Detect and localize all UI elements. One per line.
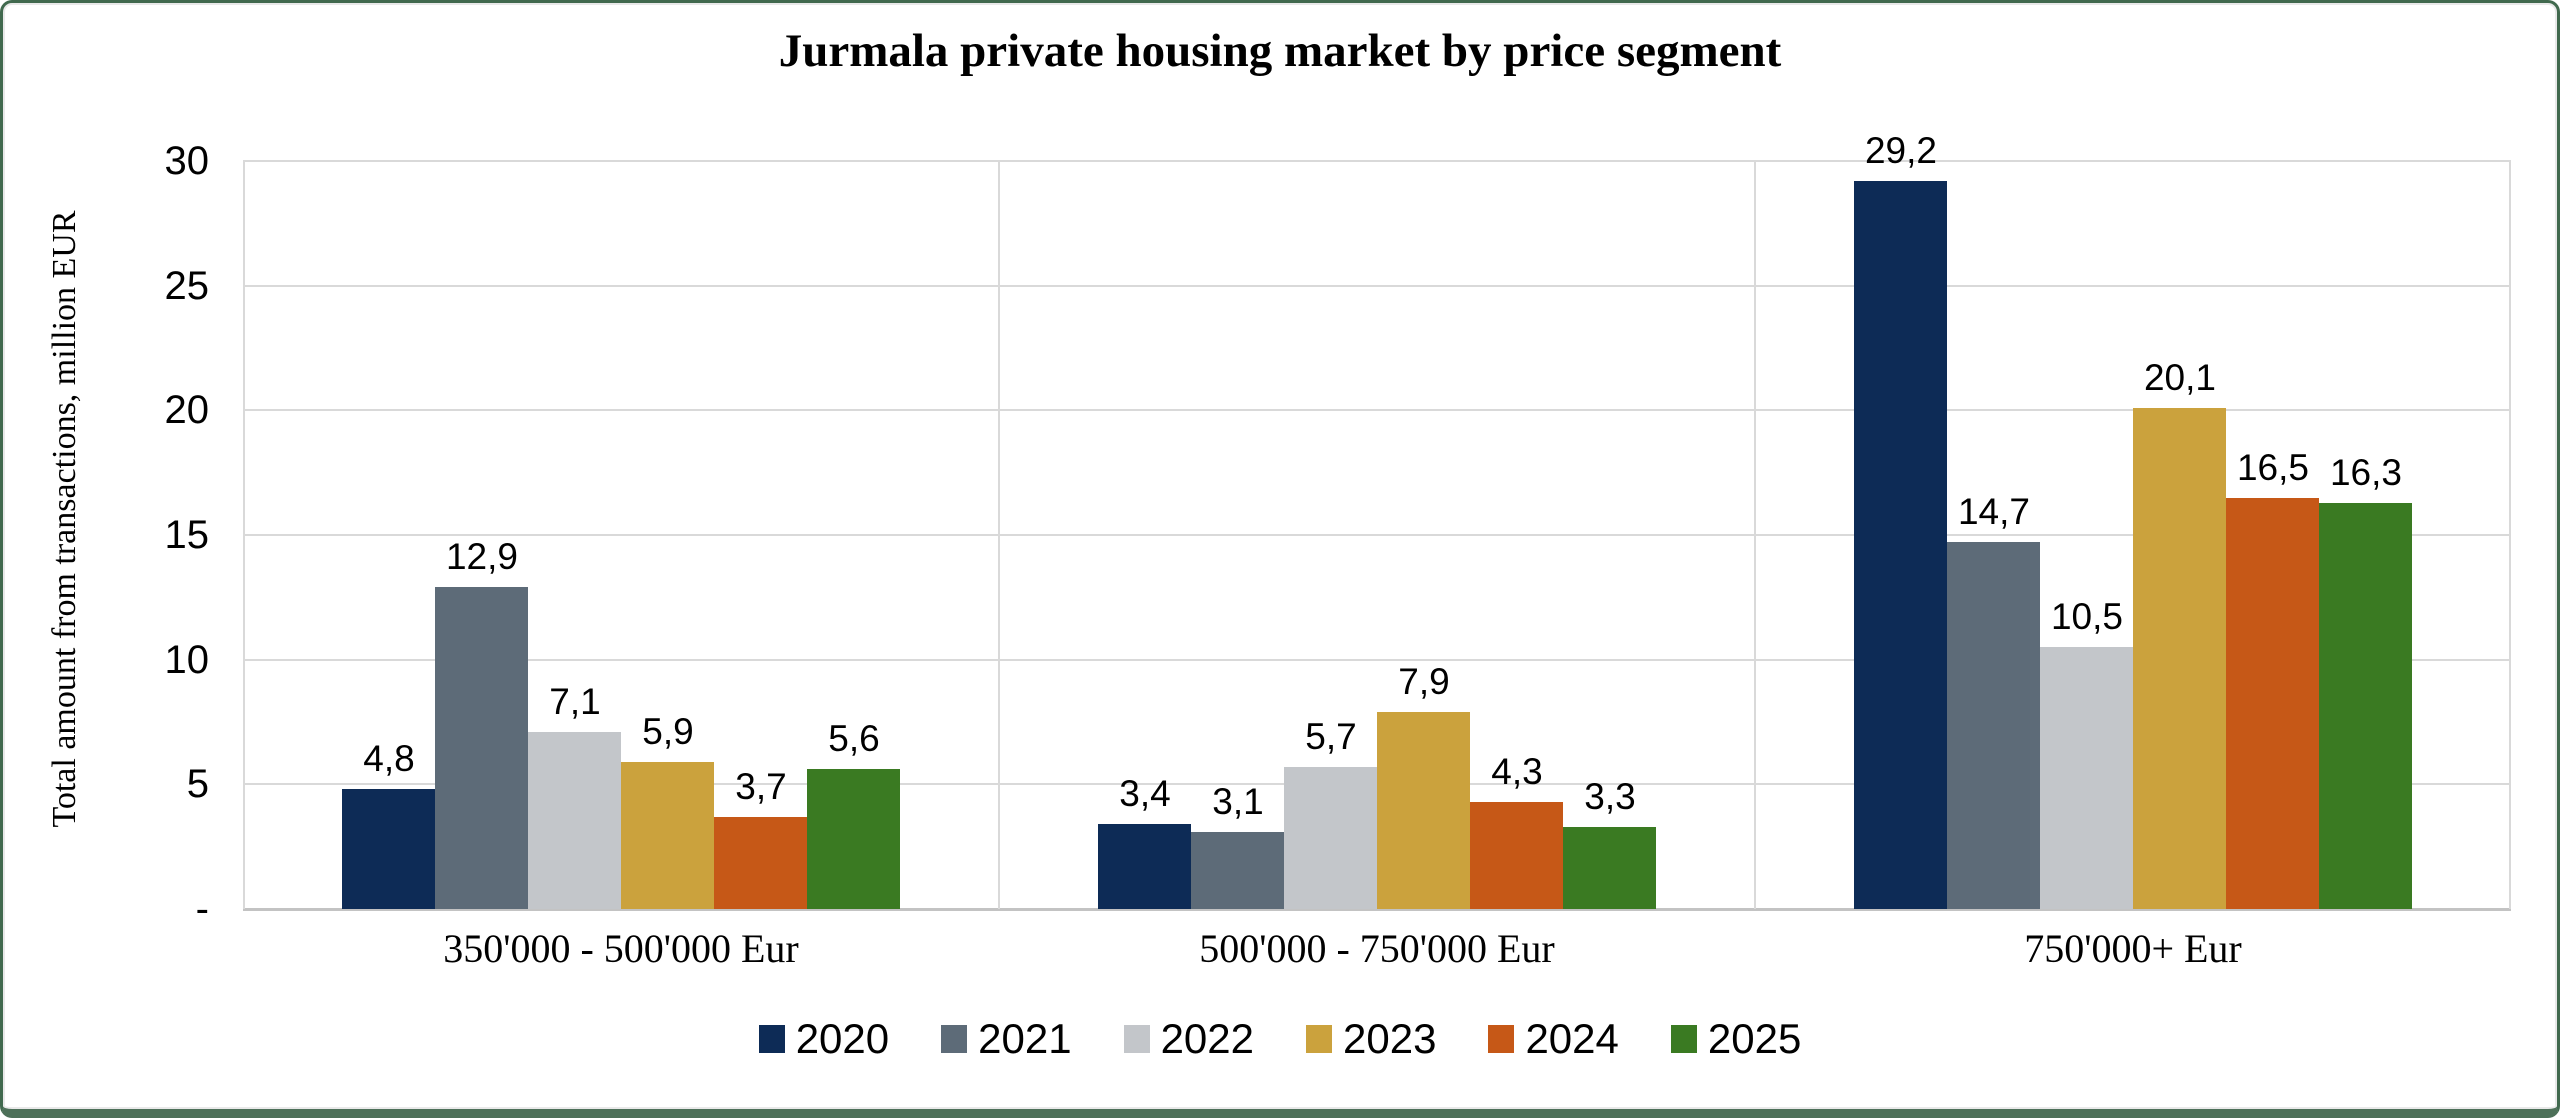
x-axis-line (243, 908, 2511, 911)
bar-2023 (1377, 712, 1470, 909)
panel-separator (1754, 161, 1756, 909)
plot-area: 4,8 3,4 29,2 12,9 3,1 14,7 7,1 5,7 10,5 5,9 7,9 20,… (243, 130, 2511, 911)
bar-2025 (1563, 827, 1656, 909)
bar-value-label: 14,7 (1957, 491, 2030, 532)
bar-2022 (2040, 647, 2133, 909)
x-category-label: 350'000 - 500'000 Eur (443, 926, 799, 971)
bar-value-label: 16,3 (2329, 452, 2402, 493)
y-tick-label: - (195, 887, 209, 931)
legend-swatch-icon (1488, 1025, 1515, 1053)
legend-item-2022: 2022 (1123, 1015, 1254, 1063)
bar-2024 (714, 817, 807, 909)
bar-value-label: 12,9 (445, 536, 518, 577)
bar-2023 (2133, 408, 2226, 909)
bar-2025 (2319, 503, 2412, 909)
bar-2020 (1854, 181, 1947, 909)
legend-swatch-icon (758, 1025, 785, 1053)
bar-value-label: 5,7 (1305, 716, 1357, 757)
bar-value-label: 3,7 (735, 766, 787, 807)
y-axis-title: Total amount from transactions, million … (46, 210, 83, 828)
legend-item-label: 2021 (978, 1015, 1072, 1062)
bar-2022 (1284, 767, 1377, 909)
bar-value-label: 4,8 (363, 738, 415, 779)
bar-value-label: 3,3 (1584, 776, 1636, 817)
bar-value-label: 16,5 (2236, 447, 2309, 488)
y-tick-label: 25 (164, 264, 210, 308)
y-tick-label: 5 (186, 762, 209, 806)
gridline (243, 160, 2511, 162)
legend-item-2020: 2020 (758, 1015, 890, 1063)
bar-2022 (528, 732, 621, 909)
legend-item-2021: 2021 (941, 1015, 1072, 1063)
x-category-label: 750'000+ Eur (2024, 926, 2242, 971)
bar-2023 (621, 762, 714, 909)
legend-item-label: 2020 (795, 1015, 890, 1062)
bar-2024 (1470, 802, 1563, 909)
plot-border-left (243, 161, 245, 909)
legend-item-label: 2022 (1160, 1015, 1254, 1062)
panel-separator (998, 161, 1000, 909)
legend-item-2024: 2024 (1488, 1015, 1619, 1063)
x-category-label: 500'000 - 750'000 Eur (1199, 926, 1555, 971)
bar-value-label: 5,6 (828, 718, 880, 759)
bar-value-label: 3,4 (1119, 773, 1171, 814)
bar-2024 (2226, 498, 2319, 909)
legend-item-label: 2024 (1525, 1015, 1619, 1062)
legend-swatch-icon (1306, 1025, 1332, 1053)
legend-swatch-icon (941, 1025, 968, 1053)
y-tick-label: 15 (164, 513, 210, 557)
gridline (243, 534, 2511, 536)
bar-2020 (342, 789, 435, 909)
bar-value-label: 7,9 (1398, 661, 1450, 702)
bar-2025 (807, 769, 900, 909)
bar-2021 (1947, 542, 2040, 909)
legend-swatch-icon (1123, 1025, 1150, 1053)
bar-value-label: 7,1 (549, 681, 601, 722)
bar-2020 (1098, 824, 1191, 909)
gridline (243, 409, 2511, 411)
bar-2021 (435, 587, 528, 909)
y-tick-label: 30 (164, 139, 210, 183)
bar-value-label: 29,2 (1864, 130, 1937, 171)
legend-item-label: 2023 (1343, 1015, 1437, 1062)
plot-border-right (2509, 161, 2511, 909)
bar-value-label: 4,3 (1491, 751, 1543, 792)
y-tick-label: 20 (164, 388, 210, 432)
legend-item-label: 2025 (1707, 1015, 1802, 1062)
chart-title: Jurmala private housing market by price … (778, 25, 1782, 77)
gridline (243, 659, 2511, 661)
bar-value-label: 20,1 (2143, 357, 2216, 398)
bar-value-label: 3,1 (1212, 781, 1264, 822)
legend-item-2023: 2023 (1306, 1015, 1436, 1063)
gridline (243, 285, 2511, 287)
bar-value-label: 5,9 (642, 711, 694, 752)
bar-value-label: 10,5 (2050, 596, 2123, 637)
legend: 2020 2021 2022 2023 2024 2025 (3, 1015, 2557, 1063)
legend-item-2025: 2025 (1670, 1015, 1802, 1063)
legend-swatch-icon (1670, 1025, 1697, 1053)
bar-2021 (1191, 832, 1284, 909)
y-tick-label: 10 (164, 638, 210, 682)
